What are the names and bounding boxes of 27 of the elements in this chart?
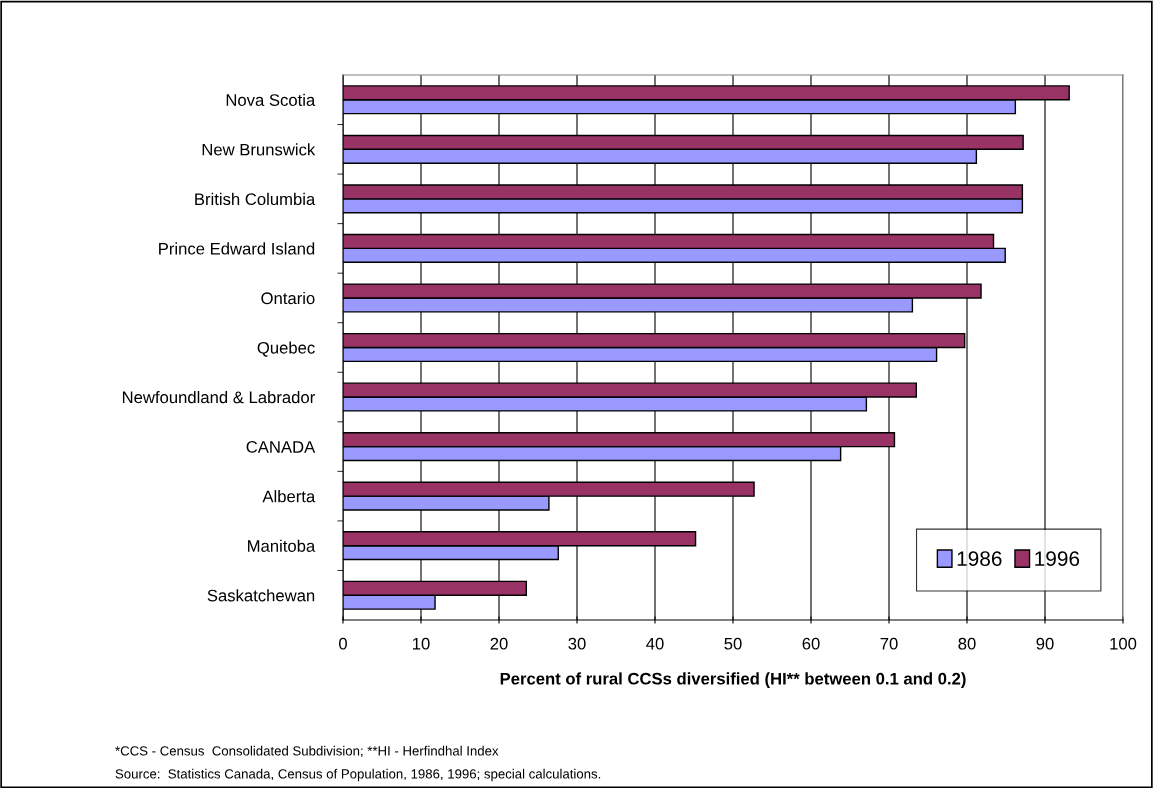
x-tick-label: 20 bbox=[490, 637, 508, 650]
x-tick-label: 80 bbox=[958, 637, 976, 650]
x-tick-label: 10 bbox=[413, 637, 430, 650]
x-tick-label: 100 bbox=[1110, 637, 1137, 650]
y-tick-label: Nova Scotia bbox=[226, 93, 316, 106]
y-tick-label: British Columbia bbox=[195, 192, 316, 206]
y-tick-label: Ontario bbox=[261, 291, 315, 305]
y-tick-label: New Brunswick bbox=[202, 143, 316, 156]
x-tick-label: 30 bbox=[568, 637, 586, 650]
y-tick-label: CANADA bbox=[246, 440, 316, 453]
y-tick-label: Alberta bbox=[262, 490, 316, 503]
x-tick-label: 70 bbox=[880, 637, 898, 650]
x-axis-title: Percent of rural CCSs diversified (HI** between 0.1 and 0.2) bbox=[500, 672, 966, 688]
x-tick-label: 90 bbox=[1036, 637, 1054, 650]
legend-label: 1986 bbox=[957, 551, 1002, 567]
x-tick-label: 60 bbox=[802, 637, 820, 650]
y-tick-label: Newfoundland & Labrador bbox=[122, 391, 315, 404]
x-tick-label: 40 bbox=[646, 637, 664, 650]
y-tick-label: Manitoba bbox=[248, 539, 316, 552]
source-note: Source: Statistics Canada, Census of Population, 1986, 1996; special calculations. bbox=[115, 768, 601, 782]
y-tick-label: Prince Edward Island bbox=[159, 242, 315, 255]
text: *CCS - Census Consolidated Subdivision; **HI - Herfindhal Index bbox=[115, 745, 499, 758]
y-tick-label: Quebec bbox=[257, 341, 315, 357]
y-tick-label: Saskatchewan bbox=[207, 589, 315, 602]
x-tick-label: 50 bbox=[724, 637, 742, 650]
x-tick-label: 0 bbox=[339, 637, 347, 650]
legend-label: 1996 bbox=[1035, 551, 1080, 567]
